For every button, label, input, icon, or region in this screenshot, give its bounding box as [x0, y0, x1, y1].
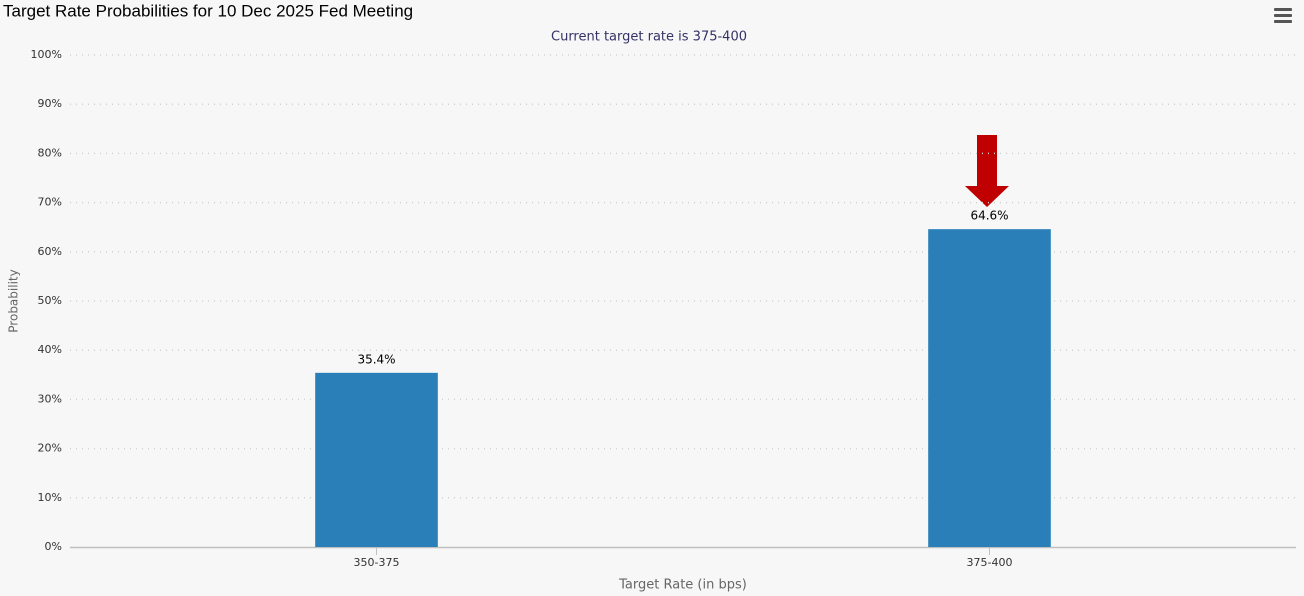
- bar: [315, 372, 438, 547]
- y-tick-label: 10%: [38, 491, 62, 504]
- y-tick-label: 70%: [38, 196, 62, 209]
- x-axis-title: Target Rate (in bps): [618, 578, 747, 593]
- chart-subtitle: Current target rate is 375-400: [551, 30, 747, 45]
- bar: [928, 229, 1051, 547]
- y-tick-label: 20%: [38, 442, 62, 455]
- y-tick-label: 30%: [38, 392, 62, 405]
- current-rate-arrow: [965, 135, 1009, 207]
- chart-title: Target Rate Probabilities for 10 Dec 202…: [3, 1, 413, 20]
- y-axis-title: Probability: [7, 269, 21, 332]
- menu-line: [1274, 20, 1292, 23]
- menu-line: [1274, 8, 1292, 11]
- x-tick-label: 350-375: [354, 556, 400, 569]
- y-tick-label: 100%: [31, 48, 62, 61]
- menu-line: [1274, 14, 1292, 17]
- y-tick-label: 90%: [38, 97, 62, 110]
- y-tick-label: 50%: [38, 294, 62, 307]
- menu-button[interactable]: [1274, 8, 1292, 23]
- y-tick-label: 0%: [45, 540, 62, 553]
- x-tick-label: 375-400: [967, 556, 1013, 569]
- data-label: 64.6%: [970, 209, 1008, 223]
- data-label: 35.4%: [357, 352, 395, 366]
- y-tick-label: 60%: [38, 245, 62, 258]
- y-tick-label: 40%: [38, 343, 62, 356]
- y-tick-label: 80%: [38, 146, 62, 159]
